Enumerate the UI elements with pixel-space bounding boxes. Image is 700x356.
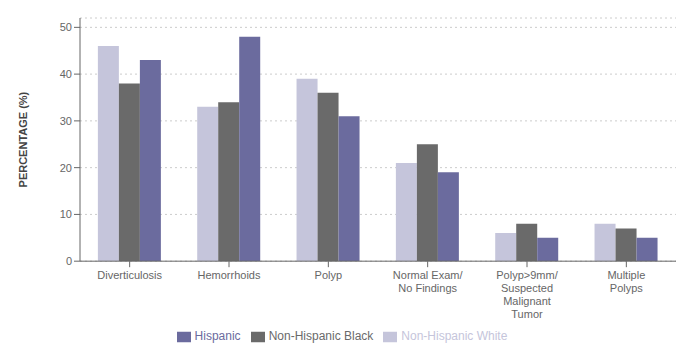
svg-text:0: 0 (66, 255, 72, 267)
svg-text:Hemorrhoids: Hemorrhoids (198, 269, 261, 281)
svg-text:MultiplePolyps: MultiplePolyps (607, 269, 645, 294)
svg-text:Polyp: Polyp (315, 269, 343, 281)
svg-text:10: 10 (60, 208, 72, 220)
svg-text:PERCENTAGE (%): PERCENTAGE (%) (17, 91, 29, 187)
svg-text:Polyp>9mm/SuspectedMalignantTu: Polyp>9mm/SuspectedMalignantTumor (496, 269, 558, 320)
svg-text:40: 40 (60, 68, 72, 80)
svg-text:20: 20 (60, 162, 72, 174)
svg-text:Diverticulosis: Diverticulosis (97, 269, 162, 281)
svg-text:50: 50 (60, 21, 72, 33)
svg-text:Normal Exam/No Findings: Normal Exam/No Findings (393, 269, 464, 294)
html-text:Non-Hispanic Black: Non-Hispanic Black (268, 329, 374, 344)
svg-text:30: 30 (60, 115, 72, 127)
html-text:Hispanic: Hispanic (194, 329, 241, 344)
html-text:Non-Hispanic White: Non-Hispanic White (401, 329, 508, 344)
